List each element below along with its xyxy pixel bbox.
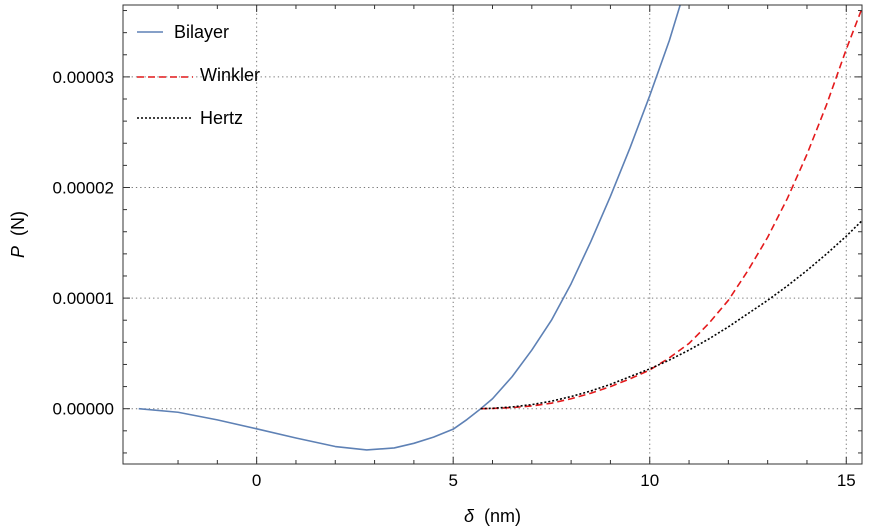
- legend-label-hertz: Hertz: [200, 108, 243, 128]
- grid-lines: [123, 5, 862, 464]
- series-line-bilayer: [138, 5, 682, 451]
- x-axis-unit: (nm): [484, 506, 521, 526]
- axis-ticks: [123, 5, 862, 464]
- series-lines: [138, 5, 862, 451]
- y-tick-label: 0.00003: [53, 68, 114, 87]
- y-tick-label: 0.00001: [53, 289, 114, 308]
- legend-label-winkler: Winkler: [200, 65, 260, 85]
- y-tick-label: 0.00000: [53, 400, 114, 419]
- y-axis-title: P (N): [8, 211, 28, 258]
- series-line-winkler: [480, 8, 862, 410]
- legend-label-bilayer: Bilayer: [174, 22, 229, 42]
- x-tick-label: 5: [448, 471, 457, 490]
- y-axis-unit: (N): [8, 211, 28, 236]
- x-axis-symbol: δ: [464, 506, 475, 526]
- x-tick-labels: 0 5 10 15: [252, 471, 856, 490]
- y-tick-label: 0.00002: [53, 178, 114, 197]
- x-tick-label: 0: [252, 471, 261, 490]
- x-tick-label: 10: [640, 471, 659, 490]
- x-axis-title: δ (nm): [464, 506, 521, 526]
- y-axis-symbol: P: [8, 246, 28, 258]
- series-line-hertz: [480, 220, 862, 410]
- legend: Bilayer Winkler Hertz: [137, 22, 260, 128]
- y-tick-labels: 0.00000 0.00001 0.00002 0.00003: [53, 68, 114, 419]
- x-tick-label: 15: [837, 471, 856, 490]
